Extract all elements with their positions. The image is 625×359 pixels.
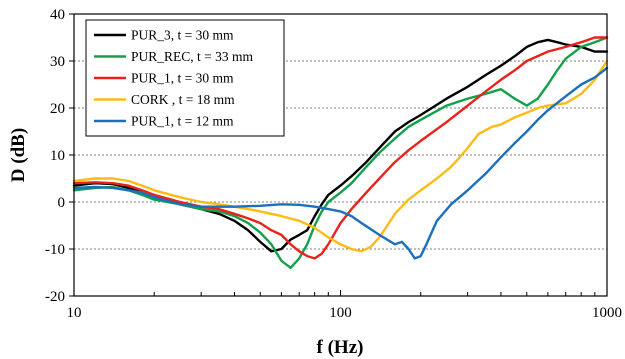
y-axis-title: D (dB)	[8, 128, 29, 182]
axis-ticks	[69, 13, 608, 297]
x-tick-label: 100	[329, 305, 352, 321]
legend-label: CORK , t = 18 mm	[131, 92, 235, 107]
y-tick-label: 10	[50, 148, 65, 164]
x-axis-title: f (Hz)	[317, 337, 364, 358]
legend-label: PUR_1, t = 12 mm	[131, 114, 234, 129]
x-tick-labels: 10 100 1000	[67, 305, 623, 321]
series-lines	[72, 36, 609, 269]
x-tick-label: 10	[67, 305, 82, 321]
y-tick-label: 0	[58, 195, 66, 211]
legend-label: PUR_3, t = 30 mm	[131, 28, 234, 43]
legend-label: PUR_REC, t = 33 mm	[131, 49, 254, 64]
legend-label: PUR_1, t = 30 mm	[131, 71, 234, 86]
y-tick-label: -10	[45, 242, 65, 258]
series-line	[72, 66, 609, 260]
series-line	[72, 59, 609, 253]
legend: PUR_3, t = 30 mm PUR_REC, t = 33 mm PUR_1,…	[85, 19, 285, 137]
y-tick-label: -20	[45, 289, 65, 305]
y-tick-label: 40	[50, 7, 65, 23]
y-tick-label: 20	[50, 101, 65, 117]
y-tick-label: 30	[50, 54, 65, 70]
y-tick-labels: -20 -10 0 10 20 30 40	[45, 7, 65, 305]
x-tick-label: 1000	[592, 305, 622, 321]
series-line	[72, 36, 609, 260]
